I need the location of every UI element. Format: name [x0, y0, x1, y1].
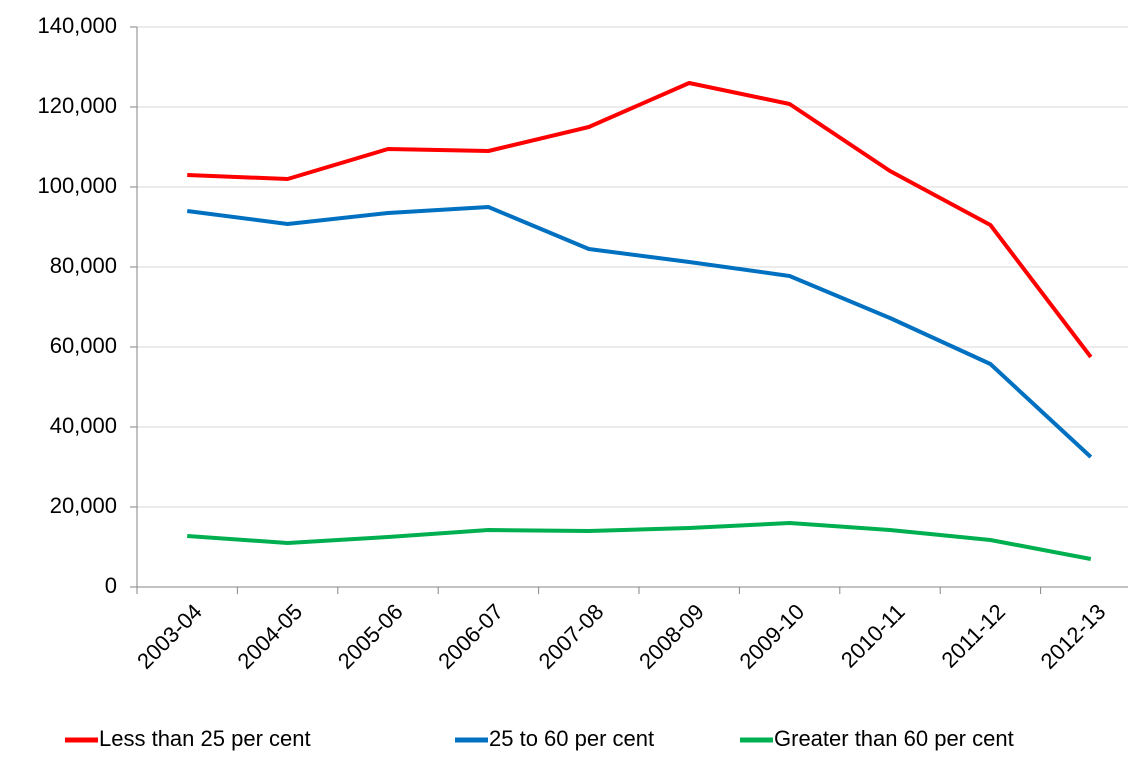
- legend-label: Greater than 60 per cent: [774, 726, 1014, 751]
- y-tick-label: 60,000: [50, 333, 117, 358]
- x-tick-label: 2007-08: [534, 599, 609, 674]
- y-tick-label: 0: [105, 573, 117, 598]
- series-line: [187, 521, 1092, 561]
- y-tick-label: 140,000: [37, 13, 117, 38]
- x-tick-label: 2008-09: [634, 599, 709, 674]
- x-tick-label: 2012-13: [1036, 599, 1111, 674]
- x-tick-label: 2006-07: [433, 599, 508, 674]
- x-tick-label: 2004-05: [232, 599, 307, 674]
- series-line: [186, 205, 1093, 459]
- y-tick-label: 40,000: [50, 413, 117, 438]
- y-tick-label: 80,000: [50, 253, 117, 278]
- x-tick-label: 2003-04: [132, 599, 207, 674]
- x-tick-label: 2005-06: [333, 599, 408, 674]
- series-line: [187, 81, 1093, 359]
- legend-label: Less than 25 per cent: [99, 726, 311, 751]
- x-tick-label: 2011-12: [936, 599, 1010, 673]
- y-tick-label: 120,000: [37, 93, 117, 118]
- y-tick-label: 20,000: [50, 493, 117, 518]
- legend-label: 25 to 60 per cent: [489, 726, 654, 751]
- x-tick-label: 2010-11: [836, 599, 910, 673]
- y-tick-label: 100,000: [37, 173, 117, 198]
- x-tick-label: 2009-10: [734, 599, 809, 674]
